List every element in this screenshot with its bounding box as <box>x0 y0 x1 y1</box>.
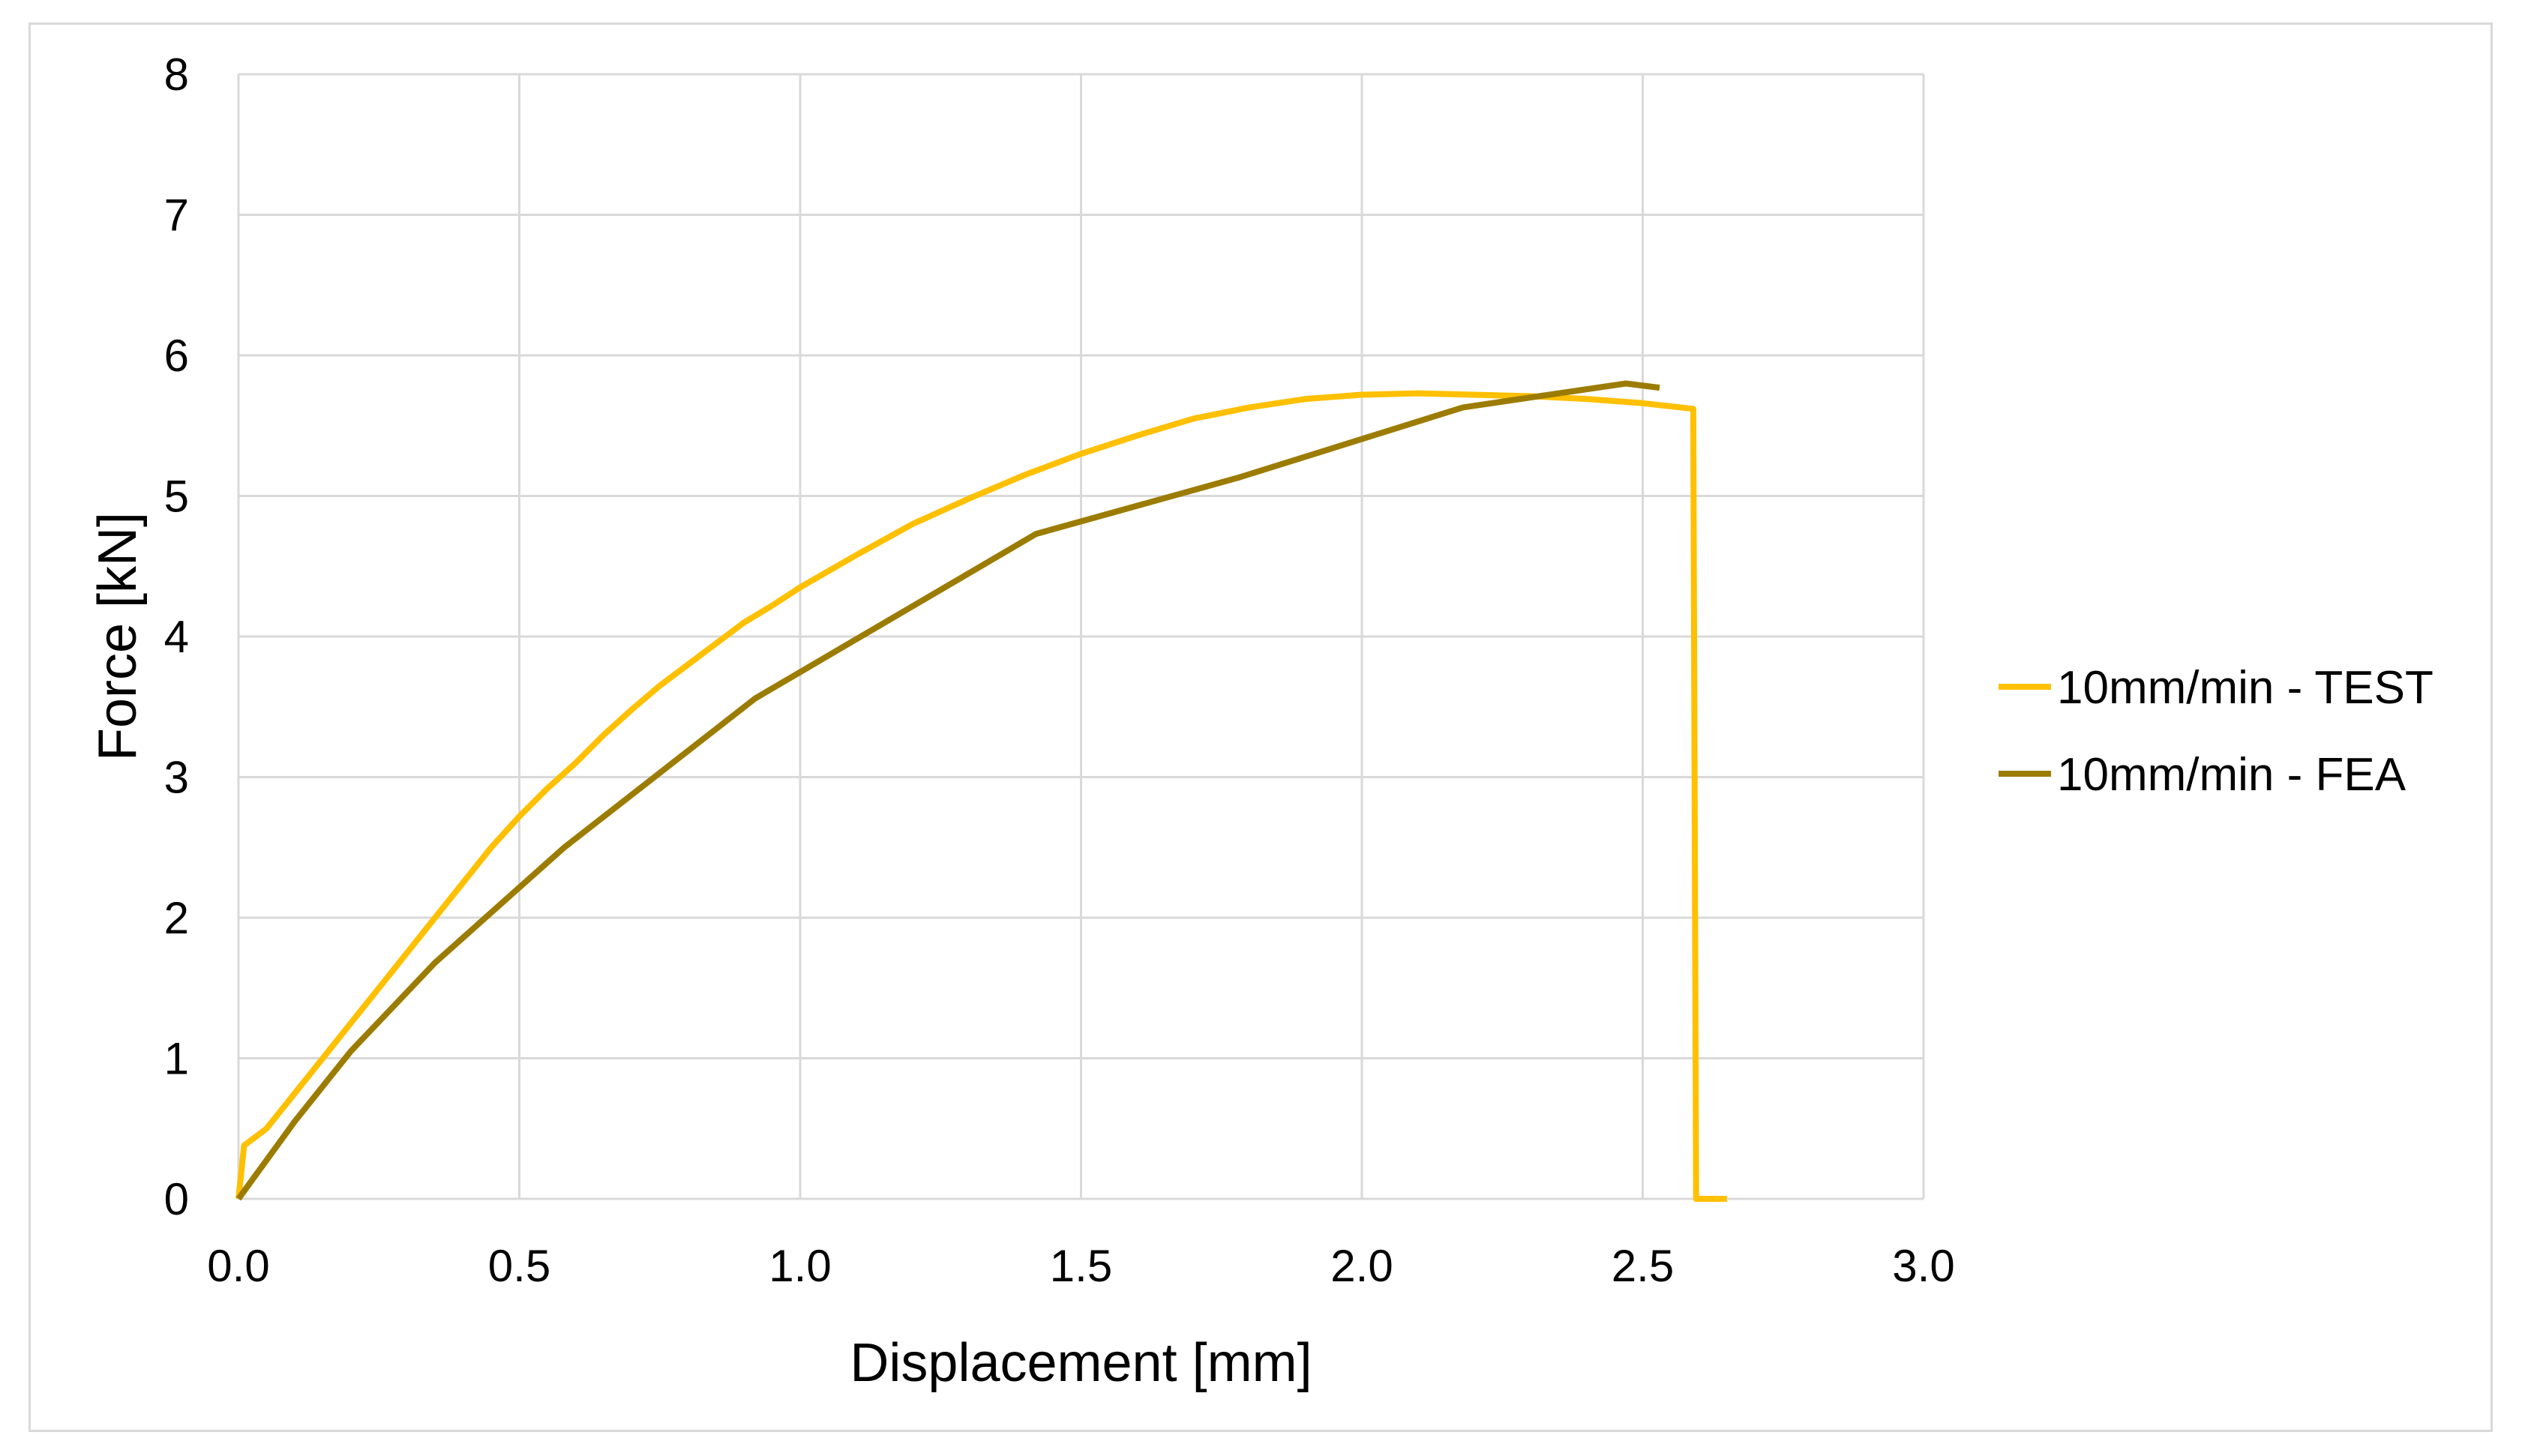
y-axis-title: Force [kN] <box>88 512 148 761</box>
y-tick-label: 6 <box>164 331 189 381</box>
x-tick-label: 0.5 <box>488 1241 550 1291</box>
x-tick-label: 1.5 <box>1050 1241 1112 1291</box>
legend: 10mm/min - TEST 10mm/min - FEA <box>1999 662 2434 801</box>
series-line-0 <box>235 390 1727 1202</box>
x-tick-label: 2.0 <box>1330 1241 1393 1291</box>
legend-label-1: 10mm/min - FEA <box>2057 749 2407 801</box>
series-layer <box>235 380 1727 1202</box>
y-tick-label: 2 <box>164 893 189 943</box>
series-line-1 <box>235 380 1660 1201</box>
y-tick-label: 0 <box>164 1174 189 1224</box>
grid-layer <box>237 73 1925 1200</box>
y-tick-label: 4 <box>164 612 189 662</box>
chart-svg: 0 1 2 3 4 5 6 7 8 0.0 0.5 1.0 1.5 2.0 2.5 3.0 Displacem… <box>88 49 2434 1393</box>
x-tick-label: 3.0 <box>1892 1241 1954 1291</box>
y-tick-label: 7 <box>164 190 189 241</box>
x-tick-label: 2.5 <box>1612 1241 1674 1291</box>
y-tick-label: 8 <box>164 49 189 100</box>
legend-label-0: 10mm/min - TEST <box>2057 662 2434 714</box>
x-tick-label: 0.0 <box>207 1241 269 1291</box>
chart-frame: 0 1 2 3 4 5 6 7 8 0.0 0.5 1.0 1.5 2.0 2.5 3.0 Displacem… <box>28 22 2493 1432</box>
tick-layer: 0 1 2 3 4 5 6 7 8 0.0 0.5 1.0 1.5 2.0 2.5 3.0 <box>164 49 1955 1291</box>
x-axis-title: Displacement [mm] <box>850 1333 1312 1393</box>
y-tick-label: 1 <box>164 1034 189 1084</box>
x-tick-label: 1.0 <box>769 1241 831 1291</box>
y-tick-label: 3 <box>164 753 189 803</box>
y-tick-label: 5 <box>164 472 189 522</box>
